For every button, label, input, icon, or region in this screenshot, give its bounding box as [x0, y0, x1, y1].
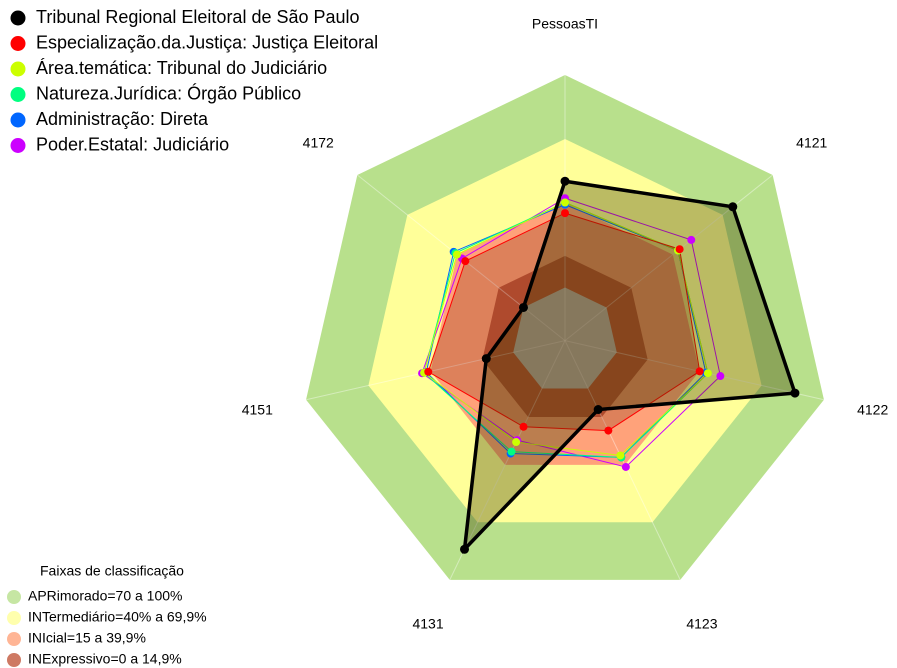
series-point: [695, 367, 704, 376]
band-legend-label: INIcial=15 a 39,9%: [28, 630, 146, 646]
series-point: [561, 198, 569, 207]
series-area: [427, 212, 701, 432]
axis-label: 4151: [242, 402, 273, 418]
band-legend-label: INExpressivo=0 a 14,9%: [28, 651, 182, 667]
legend-marker: [10, 36, 26, 51]
band-legend-marker: [7, 653, 21, 667]
series-point: [507, 447, 516, 456]
series-point: [604, 426, 613, 435]
spoke: [564, 340, 825, 401]
legend-label: Natureza.Jurídica: Órgão Público: [36, 82, 301, 103]
series-point: [512, 438, 521, 447]
band-legend-label: INTermediário=40% a 69,9%: [28, 609, 207, 625]
legend-marker: [10, 61, 26, 77]
axis-label: 4123: [686, 616, 717, 632]
series-point: [424, 367, 433, 376]
axis-label: 4131: [412, 616, 443, 632]
series-point: [687, 235, 696, 244]
band-legend-marker: [7, 632, 21, 646]
spoke: [449, 340, 566, 581]
legend-label: Administração: Direta: [36, 109, 209, 129]
series-point: [675, 245, 684, 254]
legend-marker: [10, 112, 26, 128]
series-point: [481, 354, 491, 364]
axis-label: PessoasTI: [532, 16, 598, 32]
axis-label: 4172: [303, 135, 334, 151]
legend-marker: [10, 10, 26, 26]
spoke: [305, 340, 566, 401]
bands-title: Faixas de classificação: [40, 563, 184, 579]
band-center: [513, 287, 617, 389]
legend-marker: [10, 138, 26, 153]
band-legend-marker: [7, 590, 21, 604]
legend-label: Poder.Estatal: Judiciário: [36, 134, 229, 154]
axis-label: 4122: [857, 402, 888, 418]
series-point: [616, 451, 625, 460]
series-point: [461, 257, 470, 266]
axis-label: 4121: [796, 135, 827, 151]
series-area: [462, 179, 798, 555]
series-point: [621, 462, 630, 471]
series-point: [460, 544, 470, 554]
legend-marker: [10, 87, 26, 102]
series-point: [716, 372, 725, 381]
series-point: [561, 209, 569, 218]
series-point: [518, 302, 528, 312]
legend-label: Área.temática: Tribunal do Judiciário: [36, 58, 327, 78]
series-point: [519, 422, 528, 431]
series-point: [703, 369, 712, 378]
spoke: [564, 174, 773, 341]
legend-label: Tribunal Regional Eleitoral de São Paulo: [36, 7, 360, 27]
series-point: [728, 202, 738, 212]
band-legend-marker: [7, 611, 21, 625]
series-point: [453, 250, 462, 259]
series-point: [593, 405, 603, 415]
series-point: [560, 176, 570, 186]
series-point: [790, 388, 800, 398]
series-area: [421, 197, 721, 468]
legend-label: Especialização.da.Justiça: Justiça Eleit…: [36, 32, 378, 52]
band-legend-label: APRimorado=70 a 100%: [28, 588, 183, 604]
